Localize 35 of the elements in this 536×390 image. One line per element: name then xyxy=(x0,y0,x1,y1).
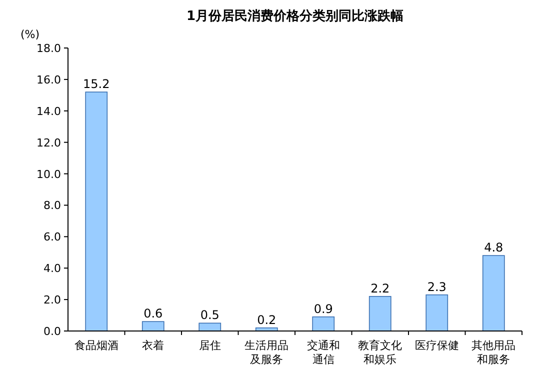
bar xyxy=(426,294,448,332)
data-label: 15.2 xyxy=(83,77,110,92)
y-tick-label: 14.0 xyxy=(36,104,61,118)
y-tick-label: 16.0 xyxy=(36,73,61,86)
bar xyxy=(312,316,335,332)
data-label: 0.2 xyxy=(257,312,276,327)
data-label: 0.6 xyxy=(144,306,163,321)
y-tick-label: 8.0 xyxy=(44,199,61,212)
x-tick-label: 居住 xyxy=(198,339,221,352)
y-tick-label: 2.0 xyxy=(44,294,61,307)
x-tick-label: 其他用品和服务 xyxy=(472,339,516,366)
bar xyxy=(198,322,222,332)
bar xyxy=(142,321,164,332)
bar xyxy=(368,296,392,332)
data-label: 2.3 xyxy=(427,280,446,294)
x-tick-label: 衣着 xyxy=(142,339,164,352)
y-tick-label: 10.0 xyxy=(36,168,61,181)
y-tick-label: 6.0 xyxy=(44,230,61,244)
x-tick-label: 生活用品及服务 xyxy=(244,339,289,366)
bar xyxy=(85,92,108,332)
data-label: 0.5 xyxy=(200,308,220,322)
y-tick-label: 0.0 xyxy=(44,325,61,338)
data-label: 0.9 xyxy=(314,302,333,316)
x-tick-label: 医疗保健 xyxy=(414,339,459,352)
y-tick-label: 4.0 xyxy=(44,262,61,276)
x-tick-label: 食品烟酒 xyxy=(74,339,118,352)
x-tick-label: 教育文化和娱乐 xyxy=(358,339,402,366)
data-label: 2.2 xyxy=(370,281,390,296)
y-tick-label: 12.0 xyxy=(36,136,61,150)
chart-title: 1月份居民消费价格分类别同比涨跌幅 xyxy=(186,9,404,24)
y-tick-label: 18.0 xyxy=(36,42,61,55)
data-label: 4.8 xyxy=(484,240,504,255)
y-axis-title: (%) xyxy=(20,28,40,41)
x-tick-label: 交通和通信 xyxy=(306,339,340,366)
bar xyxy=(482,255,505,332)
